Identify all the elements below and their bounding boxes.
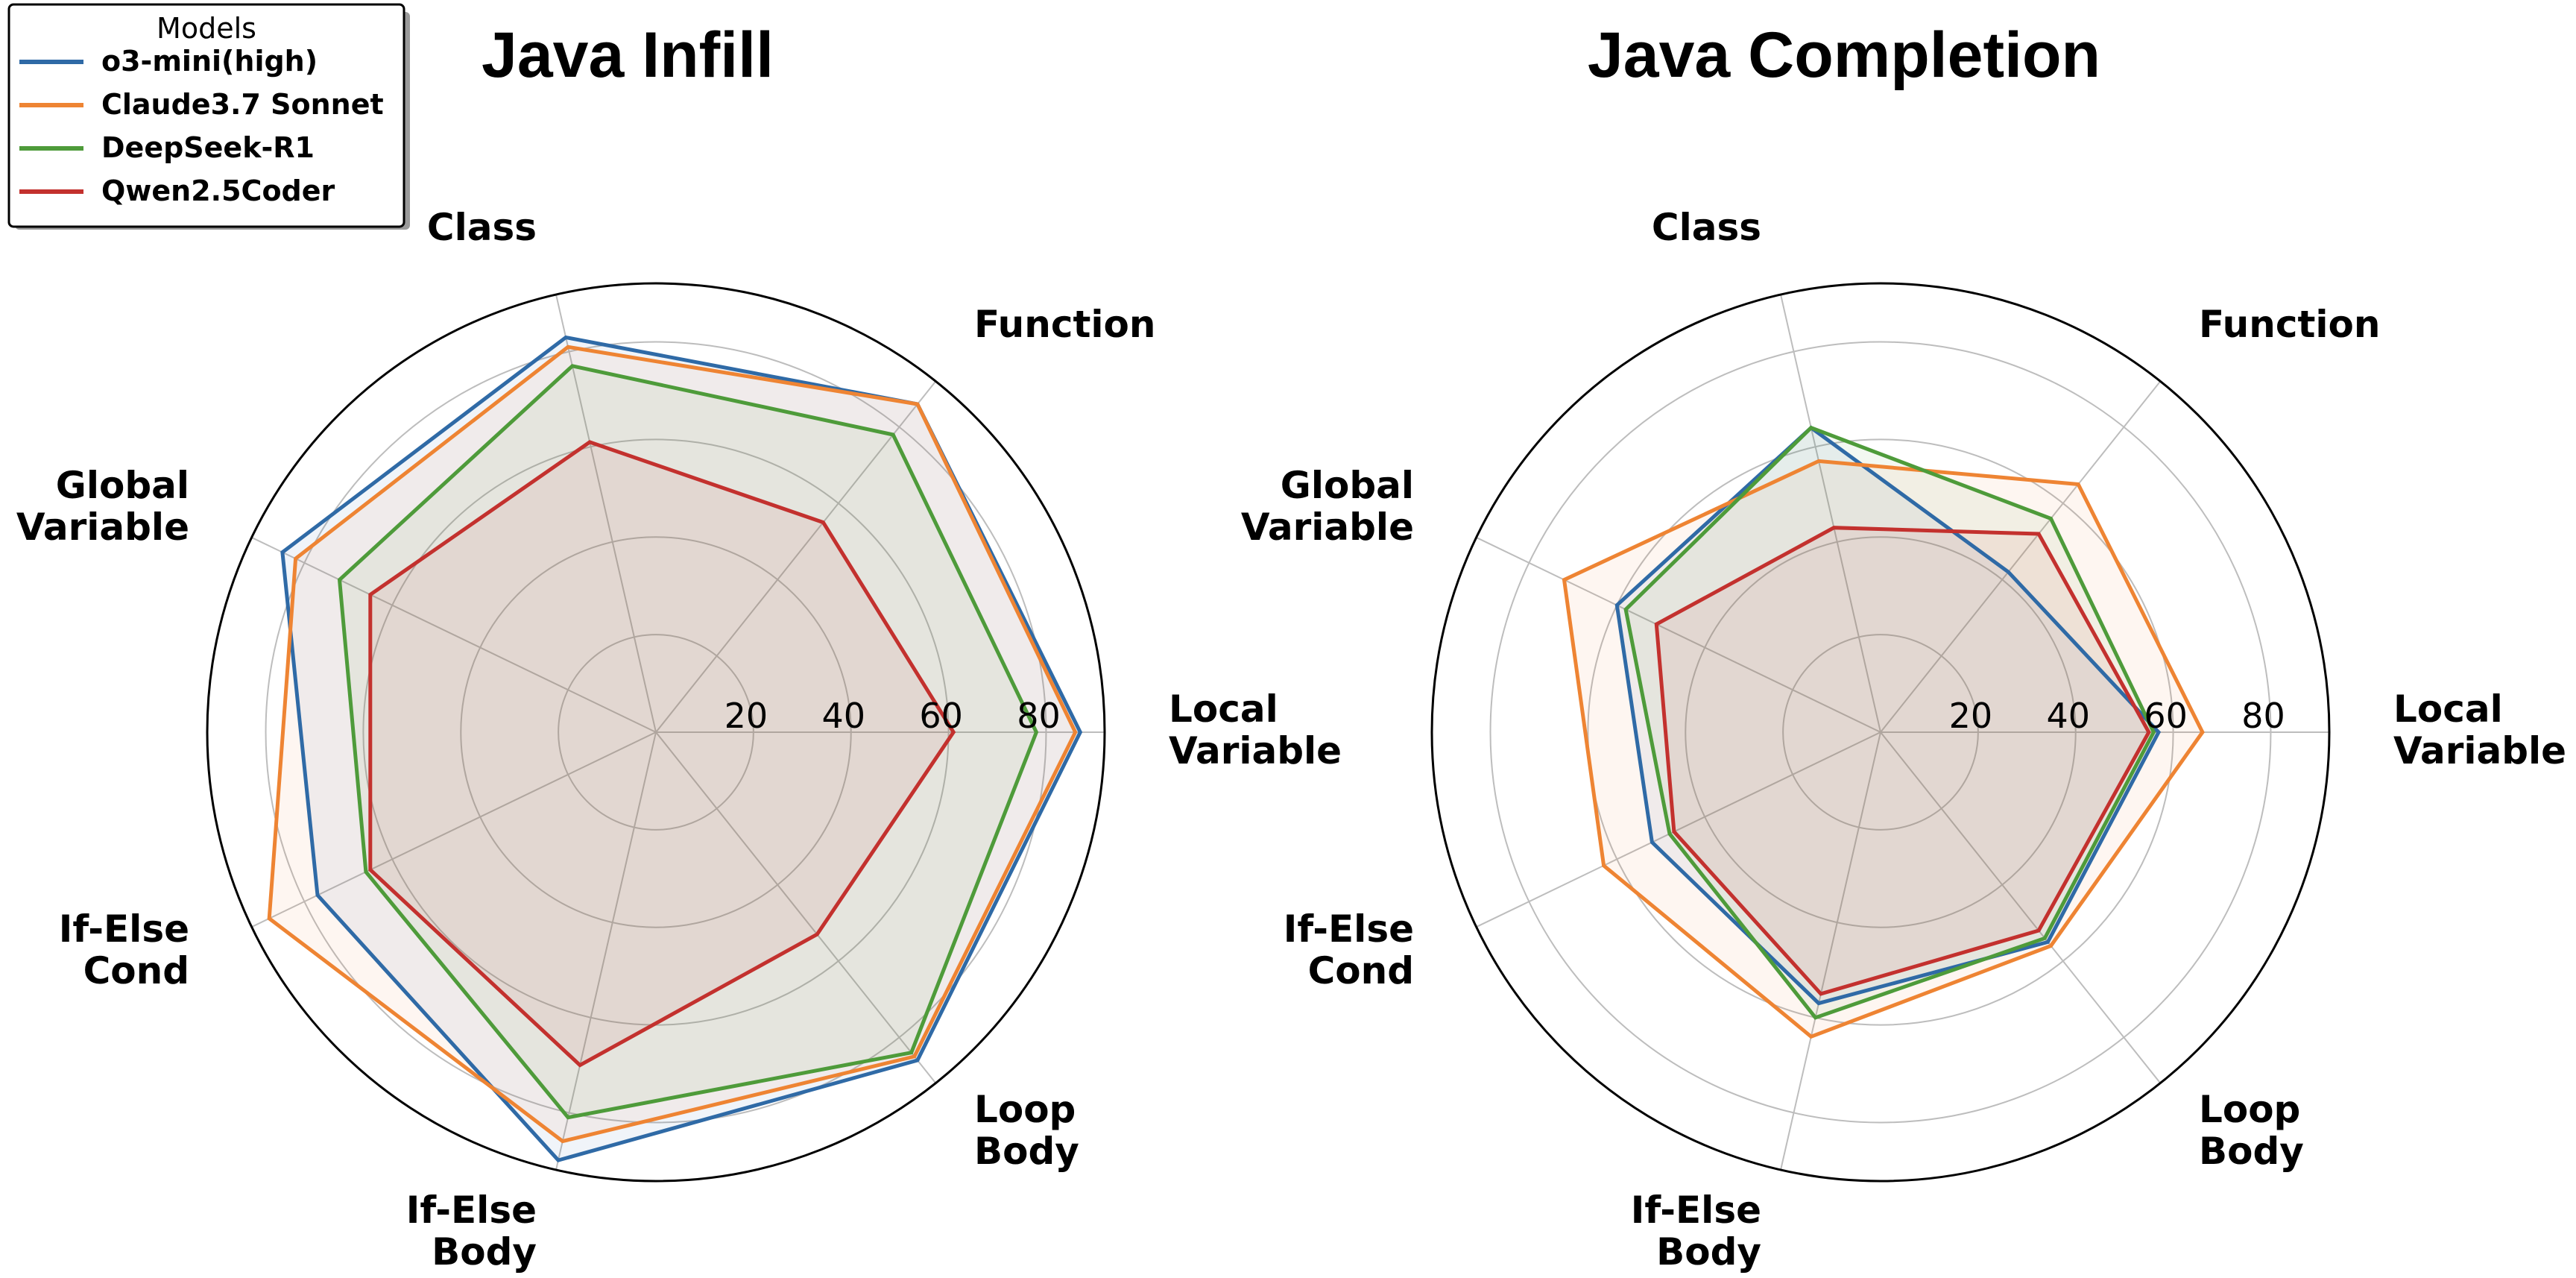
spoke-global-variable [1476, 536, 1881, 733]
chart-title-java-completion: Java Completion [1588, 19, 2100, 91]
spoke-function [655, 380, 937, 733]
radar-chart-java-infill: Java Infill 20 40 60 80 Local Variable Functi… [16, 19, 1342, 1274]
series-line-claude3-7-sonnet [267, 344, 1078, 1144]
axis-label-function: Function [2199, 303, 2380, 346]
tick-label-40: 40 [821, 696, 865, 736]
series-line-deepseek-r1 [337, 364, 1039, 1120]
axis-label-function: Function [974, 303, 1155, 346]
axis-label-local-variable: Local Variable [1169, 687, 1342, 772]
axis-label-class: Class [1652, 206, 1761, 249]
axis-label-local-variable: Local Variable [2393, 687, 2566, 772]
series-fill-claude3-7-sonnet [269, 347, 1076, 1142]
axis-label-if-else-body: If-Else Body [1631, 1189, 1761, 1274]
outer-frame [1430, 282, 2331, 1183]
legend-item-claude3-7-sonnet: Claude3.7 Sonnet [19, 88, 384, 121]
chart-title-java-infill: Java Infill [482, 19, 774, 91]
series-line-deepseek-r1 [1623, 425, 2156, 1020]
series-line-qwen2-5coder [368, 440, 956, 1068]
spoke-if-else-cond [1476, 731, 1881, 928]
tick-label-80: 80 [2241, 696, 2285, 736]
axis-label-global-variable: Global Variable [1241, 464, 1414, 549]
spoke-function [1880, 380, 2162, 733]
spoke-class [1780, 294, 1881, 733]
axis-label-global-variable: Global Variable [16, 464, 189, 549]
legend-label-claude3-7-sonnet: Claude3.7 Sonnet [101, 88, 384, 121]
series-fill-qwen2-5coder [370, 441, 954, 1065]
series-line-qwen2-5coder [1654, 526, 2151, 996]
legend-label-qwen2-5coder: Qwen2.5Coder [101, 174, 335, 207]
series-fill-deepseek-r1 [339, 365, 1037, 1118]
legend: Models o3-mini(high) Claude3.7 Sonnet Deep… [7, 3, 410, 230]
tick-label-40: 40 [2046, 696, 2090, 736]
spoke-loop-body [655, 731, 937, 1084]
radar-chart-java-completion: Java Completion 20 40 60 80 Local Variable Fu… [1241, 19, 2566, 1274]
axis-label-loop-body: Loop Body [2199, 1088, 2304, 1173]
spoke-if-else-body [1780, 731, 1881, 1171]
tick-label-80: 80 [1017, 696, 1061, 736]
axis-label-if-else-body: If-Else Body [406, 1189, 537, 1274]
series-fill-qwen2-5coder [1656, 527, 2149, 994]
legend-label-o3-mini-high: o3-mini(high) [101, 45, 318, 78]
legend-label-deepseek-r1: DeepSeek-R1 [101, 131, 315, 164]
series-fill-deepseek-r1 [1626, 427, 2154, 1018]
series-fill-claude3-7-sonnet [1564, 461, 2203, 1037]
legend-item-qwen2-5coder: Qwen2.5Coder [19, 174, 335, 207]
spoke-if-else-body [555, 731, 657, 1171]
series-fill-o3-mini-high [282, 337, 1081, 1161]
legend-item-o3-mini-high: o3-mini(high) [19, 45, 318, 78]
tick-label-60: 60 [919, 696, 963, 736]
legend-item-deepseek-r1: DeepSeek-R1 [19, 131, 315, 164]
tick-label-60: 60 [2144, 696, 2188, 736]
series-line-claude3-7-sonnet [1562, 459, 2205, 1039]
legend-title: Models [157, 12, 256, 45]
tick-label-20: 20 [1949, 696, 1993, 736]
spoke-loop-body [1880, 731, 2162, 1084]
tick-label-20: 20 [724, 696, 768, 736]
axis-label-class: Class [427, 206, 537, 249]
outer-frame [206, 282, 1106, 1183]
legend-box [7, 3, 405, 228]
axis-label-if-else-cond: If-Else Cond [1284, 907, 1414, 992]
axis-label-if-else-cond: If-Else Cond [59, 907, 189, 992]
spoke-global-variable [251, 536, 657, 733]
axis-label-loop-body: Loop Body [974, 1088, 1079, 1173]
